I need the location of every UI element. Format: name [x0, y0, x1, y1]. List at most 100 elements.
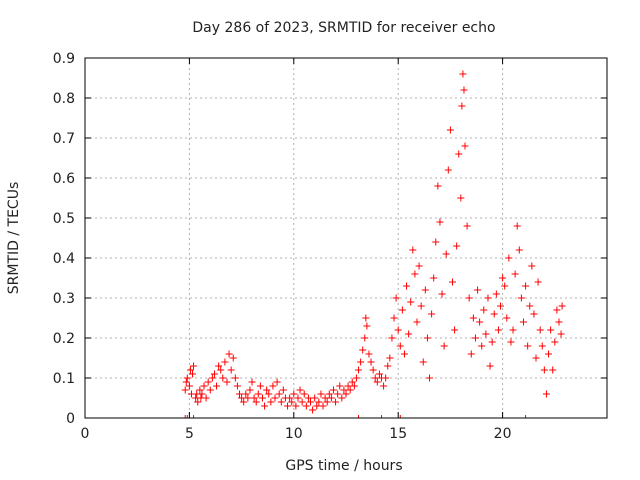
- data-point: [261, 402, 269, 410]
- data-point: [242, 390, 250, 398]
- data-point: [413, 318, 421, 326]
- data-point: [460, 86, 468, 94]
- data-point: [219, 374, 227, 382]
- data-point: [375, 370, 383, 378]
- data-point: [323, 398, 331, 406]
- data-point: [526, 302, 534, 310]
- x-tick-label: 5: [185, 426, 194, 442]
- data-point: [298, 398, 306, 406]
- data-point: [396, 342, 404, 350]
- y-tick-label: 0.4: [53, 251, 75, 267]
- data-point: [392, 294, 400, 302]
- data-point: [302, 402, 310, 410]
- data-point: [432, 238, 440, 246]
- data-point: [342, 390, 350, 398]
- data-point: [284, 402, 292, 410]
- data-point: [463, 222, 471, 230]
- data-point: [390, 314, 398, 322]
- data-point: [547, 326, 555, 334]
- y-tick-label: 0.7: [53, 131, 75, 147]
- data-point: [338, 394, 346, 402]
- data-point: [426, 374, 434, 382]
- data-point: [196, 386, 204, 394]
- data-point: [267, 398, 275, 406]
- data-point: [513, 222, 521, 230]
- data-point: [202, 394, 210, 402]
- data-point: [459, 70, 467, 78]
- data-point: [503, 314, 511, 322]
- data-point: [478, 342, 486, 350]
- data-point: [367, 358, 375, 366]
- data-point: [357, 358, 365, 366]
- data-point: [183, 374, 191, 382]
- data-point: [185, 382, 193, 390]
- data-point: [223, 378, 231, 386]
- data-point: [344, 382, 352, 390]
- data-point: [457, 194, 465, 202]
- data-point: [373, 378, 381, 386]
- data-point: [250, 394, 258, 402]
- data-point: [206, 386, 214, 394]
- data-point: [238, 394, 246, 402]
- data-point: [398, 306, 406, 314]
- data-point: [542, 390, 550, 398]
- data-point: [363, 322, 371, 330]
- data-point: [275, 390, 283, 398]
- data-point: [263, 386, 271, 394]
- data-point: [290, 390, 298, 398]
- data-point: [528, 262, 536, 270]
- data-point: [300, 390, 308, 398]
- data-point: [311, 394, 319, 402]
- data-point: [488, 338, 496, 346]
- y-axis-label: SRMTID / TECUs: [6, 182, 22, 295]
- axis-ticks: 0 5 10 15 20 0 0.1 0.2 0.3 0.4 0.5 0.6 0.7 0.8 0.9: [53, 51, 607, 442]
- y-tick-label: 0.2: [53, 331, 75, 347]
- data-point: [321, 394, 329, 402]
- data-point: [524, 342, 532, 350]
- data-point: [304, 394, 312, 402]
- data-point: [484, 294, 492, 302]
- x-tick-label: 10: [285, 426, 303, 442]
- data-point: [490, 310, 498, 318]
- data-point: [507, 338, 515, 346]
- data-point: [448, 278, 456, 286]
- data-point: [244, 394, 252, 402]
- data-point: [348, 378, 356, 386]
- data-point: [442, 250, 450, 258]
- data-point: [215, 362, 223, 370]
- data-point: [350, 382, 358, 390]
- data-point: [256, 382, 264, 390]
- data-point: [277, 398, 285, 406]
- data-point: [446, 126, 454, 134]
- data-point: [540, 366, 548, 374]
- data-point: [461, 142, 469, 150]
- data-point: [246, 386, 254, 394]
- y-tick-label: 0.6: [53, 171, 75, 187]
- data-point: [555, 318, 563, 326]
- data-point: [405, 330, 413, 338]
- data-point: [394, 326, 402, 334]
- data-point: [254, 390, 262, 398]
- data-point: [229, 354, 237, 362]
- data-point: [227, 366, 235, 374]
- data-point: [279, 386, 287, 394]
- data-point: [421, 286, 429, 294]
- data-point: [190, 362, 198, 370]
- data-point: [532, 354, 540, 362]
- data-point: [296, 386, 304, 394]
- data-point: [499, 274, 507, 282]
- data-points: [181, 70, 566, 414]
- data-point: [288, 398, 296, 406]
- data-point: [522, 282, 530, 290]
- data-point: [471, 334, 479, 342]
- data-point: [486, 362, 494, 370]
- data-point: [545, 350, 553, 358]
- data-point: [515, 246, 523, 254]
- data-point: [204, 378, 212, 386]
- data-point: [407, 298, 415, 306]
- data-point: [186, 366, 194, 374]
- y-tick-label: 0.3: [53, 291, 75, 307]
- data-point: [517, 294, 525, 302]
- data-point: [430, 274, 438, 282]
- y-tick-label: 0.5: [53, 211, 75, 227]
